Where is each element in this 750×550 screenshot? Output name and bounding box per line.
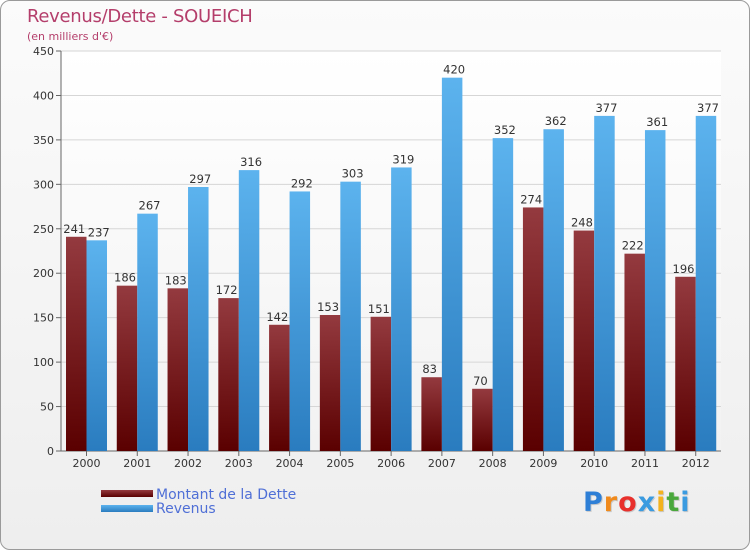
legend-swatch-revenus [101, 505, 153, 512]
bar-dette [167, 288, 189, 451]
data-label: 248 [571, 216, 593, 230]
logo-letter: r [603, 487, 619, 518]
bar-revenus [594, 115, 615, 451]
data-label: 352 [494, 123, 516, 137]
y-tick-label: 300 [33, 178, 54, 191]
chart-subtitle: (en milliers d'€) [27, 30, 114, 43]
y-tick-label: 250 [33, 223, 54, 236]
bar-revenus [137, 213, 158, 451]
bar-dette [269, 324, 290, 451]
bar-chart: 0 50 100 150 200 250 300 350 400 450 241 237 2000 186… [33, 45, 721, 470]
data-label: 377 [697, 101, 719, 115]
data-label: 83 [422, 362, 437, 376]
y-tick-label: 50 [40, 401, 54, 414]
y-tick-label: 0 [47, 445, 54, 458]
bar-revenus [340, 181, 361, 451]
y-tick-label: 100 [33, 356, 54, 369]
bar-revenus [543, 129, 564, 451]
legend-label-debt: Montant de la Dette [156, 487, 297, 503]
bar-dette [421, 377, 442, 451]
x-tick-label: 2004 [276, 457, 304, 470]
data-label: 153 [317, 300, 339, 314]
data-label: 222 [622, 239, 644, 253]
legend-label-revenus: Revenus [156, 501, 216, 517]
x-tick-label: 2009 [529, 457, 557, 470]
legend-swatch-debt [101, 490, 153, 497]
bar-dette [522, 207, 544, 451]
x-tick-label: 2007 [428, 457, 456, 470]
data-label: 297 [189, 172, 211, 186]
x-tick-label: 2003 [225, 457, 253, 470]
bar-revenus [695, 115, 717, 451]
x-tick-label: 2011 [631, 457, 659, 470]
bar-revenus [238, 170, 260, 451]
bar-revenus [86, 240, 107, 451]
x-tick-label: 2012 [682, 457, 710, 470]
bar-dette [675, 276, 696, 451]
data-label: 292 [291, 176, 313, 190]
logo-letter: x [637, 487, 657, 518]
bar-revenus [391, 167, 412, 451]
data-label: 274 [520, 192, 542, 206]
logo-letter: t [666, 487, 681, 518]
x-tick-label: 2001 [123, 457, 151, 470]
data-label: 303 [342, 167, 364, 181]
bar-dette [66, 236, 87, 451]
bar-dette [116, 285, 138, 451]
bar-dette [370, 316, 392, 451]
bar-revenus [644, 130, 666, 451]
data-label: 70 [473, 374, 488, 388]
data-label: 267 [139, 199, 161, 213]
data-label: 319 [392, 152, 414, 166]
x-tick-label: 2006 [377, 457, 405, 470]
data-label: 316 [240, 155, 262, 169]
data-label: 361 [646, 115, 668, 129]
proxiti-logo: Proxiti [583, 487, 691, 518]
bar-revenus [492, 138, 514, 451]
logo-letter: i [656, 487, 667, 518]
data-label: 186 [114, 271, 136, 285]
x-tick-label: 2010 [580, 457, 608, 470]
data-label: 151 [368, 302, 390, 316]
logo-letter: i [680, 487, 691, 518]
y-tick-label: 150 [33, 312, 54, 325]
bar-dette [573, 230, 595, 451]
data-label: 196 [673, 262, 695, 276]
data-label: 377 [595, 101, 617, 115]
bar-revenus [188, 187, 209, 451]
logo-letter: o [618, 487, 638, 518]
y-tick-label: 350 [33, 134, 54, 147]
y-tick-label: 200 [33, 267, 54, 280]
bar-revenus [441, 77, 463, 452]
bar-dette [472, 388, 493, 451]
x-tick-label: 2000 [73, 457, 101, 470]
bar-dette [319, 315, 341, 451]
data-label: 172 [216, 283, 238, 297]
bar-revenus [289, 191, 311, 451]
x-tick-label: 2005 [326, 457, 354, 470]
logo-letter: P [583, 487, 604, 518]
bar-dette [624, 253, 645, 451]
data-label: 183 [165, 273, 187, 287]
y-tick-label: 450 [33, 45, 54, 58]
data-label: 237 [88, 225, 110, 239]
x-tick-label: 2002 [174, 457, 202, 470]
data-label: 420 [443, 63, 465, 77]
data-label: 142 [266, 310, 288, 324]
chart-title: Revenus/Dette - SOUEICH [27, 6, 253, 27]
y-tick-label: 400 [33, 89, 54, 102]
bar-dette [218, 298, 239, 451]
x-tick-label: 2008 [479, 457, 507, 470]
data-label: 362 [545, 114, 567, 128]
data-label: 241 [63, 222, 85, 236]
